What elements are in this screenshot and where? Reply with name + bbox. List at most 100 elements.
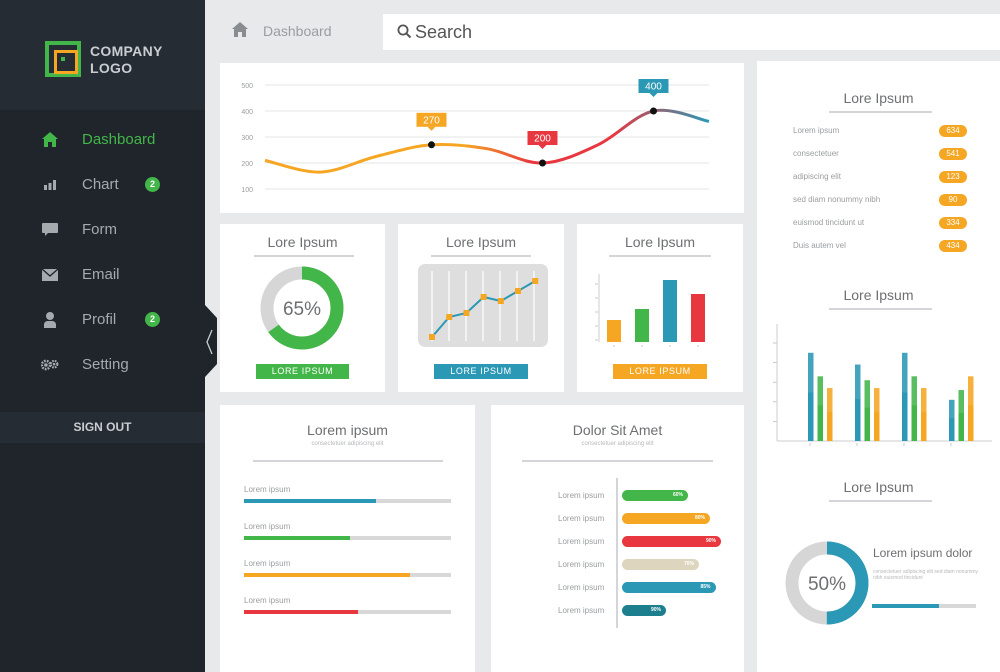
mini-bar-chart — [595, 274, 705, 347]
mini-line-chart — [429, 271, 539, 341]
progress-fill — [244, 536, 350, 540]
data-point — [650, 107, 657, 115]
lore-ipsum-button[interactable]: LORE IPSUM — [256, 364, 349, 379]
data-point — [480, 294, 487, 300]
progress-track — [244, 536, 451, 540]
data-point — [532, 278, 539, 284]
list-item-label: Lorem ipsum — [793, 126, 840, 135]
logo-line-2: LOGO — [90, 60, 133, 76]
callout-box — [527, 131, 558, 145]
sidebar-item-email[interactable]: Email — [0, 252, 205, 297]
progress-fill — [244, 610, 358, 614]
hbar-pill: 90% — [622, 605, 666, 616]
sidebar-item-dashboard[interactable]: Dashboard — [0, 117, 205, 162]
sidebar-item-chart[interactable]: Chart 2 — [0, 162, 205, 207]
search-bar[interactable] — [383, 14, 1000, 50]
side-title: Lorem ipsum dolor — [873, 546, 973, 560]
card-title: Lorem ipsum — [307, 422, 388, 438]
logo: COMPANY LOGO — [0, 0, 205, 110]
donut-value-arc — [785, 541, 869, 625]
envelope-icon — [41, 266, 59, 284]
line-chart-card: 500 400 300 200 100 270 200 400 — [220, 63, 744, 213]
card-title: Lore Ipsum — [267, 234, 338, 250]
grouped-bar-chart — [773, 324, 992, 446]
list-item-value: 434 — [939, 240, 967, 252]
card-title: Lore Ipsum — [843, 90, 914, 106]
bar — [663, 280, 677, 342]
hbar-value: 70% — [683, 561, 694, 567]
hbar-label: Lorem ipsum — [558, 537, 605, 546]
bar-shade — [855, 364, 861, 399]
hbar-value: 90% — [650, 607, 661, 613]
callout-label: 270 — [423, 115, 440, 126]
callout-label: 200 — [534, 134, 551, 145]
hbar-value: 85% — [700, 584, 711, 590]
donut-chart-card: Lore Ipsum 65% LORE IPSUM — [220, 224, 385, 392]
sidebar-item-label: Chart — [82, 176, 119, 193]
home-icon[interactable] — [232, 22, 248, 37]
divider — [609, 255, 711, 257]
hbar-label: Lorem ipsum — [558, 583, 605, 592]
hbar-pill: 60% — [622, 490, 688, 501]
list-item-label: sed diam nonummy nibh — [793, 195, 881, 204]
hbar-label: Lorem ipsum — [558, 606, 605, 615]
hbar-card: Dolor Sit Amet consectetuer adipiscing e… — [491, 405, 744, 672]
bar-shade — [949, 399, 955, 419]
bar — [958, 390, 964, 441]
bar — [827, 388, 833, 441]
bar — [874, 388, 880, 441]
line-chart: 500 400 300 200 100 270 200 400 — [241, 79, 710, 194]
bar — [691, 294, 705, 342]
card-title: Dolor Sit Amet — [572, 422, 663, 438]
hbar-label: Lorem ipsum — [558, 514, 605, 523]
logo-icon — [45, 41, 81, 77]
lore-ipsum-button[interactable]: LORE IPSUM — [613, 364, 707, 379]
user-icon — [41, 311, 59, 329]
bar — [902, 352, 908, 441]
list-item-value: 123 — [939, 171, 967, 183]
sidebar-item-form[interactable]: Form — [0, 207, 205, 252]
card-title: Lore Ipsum — [445, 234, 517, 250]
hbar-label: Lorem ipsum — [558, 560, 605, 569]
list-item-value: 90 — [939, 194, 967, 206]
callout-box — [416, 112, 447, 127]
bar-shade — [968, 376, 974, 406]
list-item-label: adipiscing elit — [793, 172, 842, 181]
donut-chart: 50% — [785, 541, 869, 625]
side-progress-track — [872, 604, 976, 608]
y-tick-label: 200 — [241, 161, 253, 168]
list-item-label: euismod tincidunt ut — [793, 218, 865, 227]
bar — [817, 376, 823, 441]
progress-fill — [244, 499, 377, 503]
y-tick-label: 300 — [241, 135, 253, 142]
divider — [829, 111, 932, 113]
data-point — [497, 298, 504, 304]
series-line — [264, 108, 710, 174]
hbar-value: 60% — [672, 492, 683, 498]
list-item-value: 541 — [939, 148, 967, 160]
sign-out-button[interactable]: SIGN OUT — [0, 412, 205, 443]
bar-shade — [808, 352, 814, 393]
breadcrumb[interactable]: Dashboard — [263, 23, 332, 39]
card-title: Lore Ipsum — [843, 287, 914, 303]
search-input[interactable] — [415, 21, 985, 43]
sidebar-collapse-toggle[interactable] — [205, 305, 217, 377]
sidebar-item-label: Form — [82, 221, 117, 238]
sidebar-item-label: Profil — [82, 311, 117, 328]
lore-ipsum-button[interactable]: LORE IPSUM — [434, 364, 528, 379]
donut-center-label: 50% — [808, 574, 846, 595]
bar-shade — [817, 376, 823, 406]
progress-fill — [244, 573, 410, 577]
right-panel: Lore Ipsum Lorem ipsum 634 consectetuer 541… — [757, 61, 1000, 672]
bar — [607, 320, 621, 342]
sidebar-item-profil[interactable]: Profil 2 — [0, 297, 205, 342]
bar — [921, 388, 927, 441]
callout-pointer — [427, 126, 436, 131]
progress-label: Lorem ipsum — [244, 559, 291, 568]
bar-chart-icon — [41, 176, 59, 194]
divider — [254, 255, 354, 257]
divider — [522, 460, 713, 462]
data-point — [463, 310, 470, 316]
progress-label: Lorem ipsum — [244, 522, 291, 531]
sidebar-item-setting[interactable]: Setting — [0, 342, 205, 387]
